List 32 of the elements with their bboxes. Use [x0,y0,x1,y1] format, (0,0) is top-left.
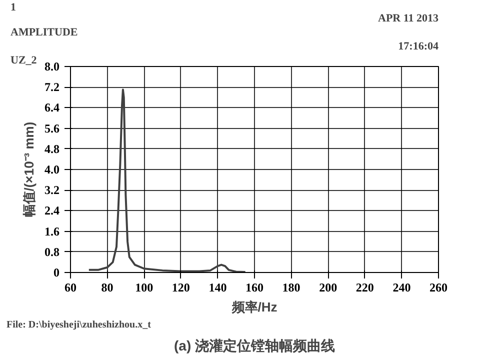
x-tick-label: 180 [282,280,300,294]
text: (a) 浇灌定位镗轴幅频曲线 [174,338,335,354]
y-tick-label: 5.6 [44,121,60,136]
y-axis-title: 幅值/(×10⁻³ mm) [22,122,36,218]
text: 17:16:04 [398,40,439,52]
x-tick-label: 240 [392,280,411,294]
text: AMPLITUDE [10,26,78,38]
y-tick-label: 1.6 [44,224,60,238]
y-tick-label: 7.2 [44,80,60,94]
line-series [88,88,246,272]
y-tick-label: 6.4 [44,100,60,115]
text: APR 11 2013 [378,12,439,24]
y-tick-label: 4.8 [44,142,60,156]
x-tick-label: 80 [101,280,114,294]
y-tick-label: 8.0 [44,60,60,74]
x-tick-label: 140 [208,280,227,294]
text: UZ_2 [10,54,38,66]
y-tick-label: 3.2 [44,183,60,198]
x-tick-label: 200 [319,280,338,294]
y-tick-label: 0.8 [44,244,60,259]
x-tick-label: 260 [430,280,448,294]
y-tick-label: 4.0 [44,162,60,176]
y-tick-label: 2.4 [44,204,60,218]
text: File: D:\biyesheji\zuheshizhou.x_t [6,320,152,330]
x-tick-label: 120 [172,280,190,294]
x-tick-label: 160 [246,280,264,294]
x-tick-label: 100 [135,280,154,294]
y-tick-label: 0 [54,266,60,280]
x-tick-label: 220 [356,280,374,294]
text: 1 [10,2,16,14]
x-tick-label: 60 [64,280,76,294]
x-axis-title: 频率/Hz [230,300,278,314]
